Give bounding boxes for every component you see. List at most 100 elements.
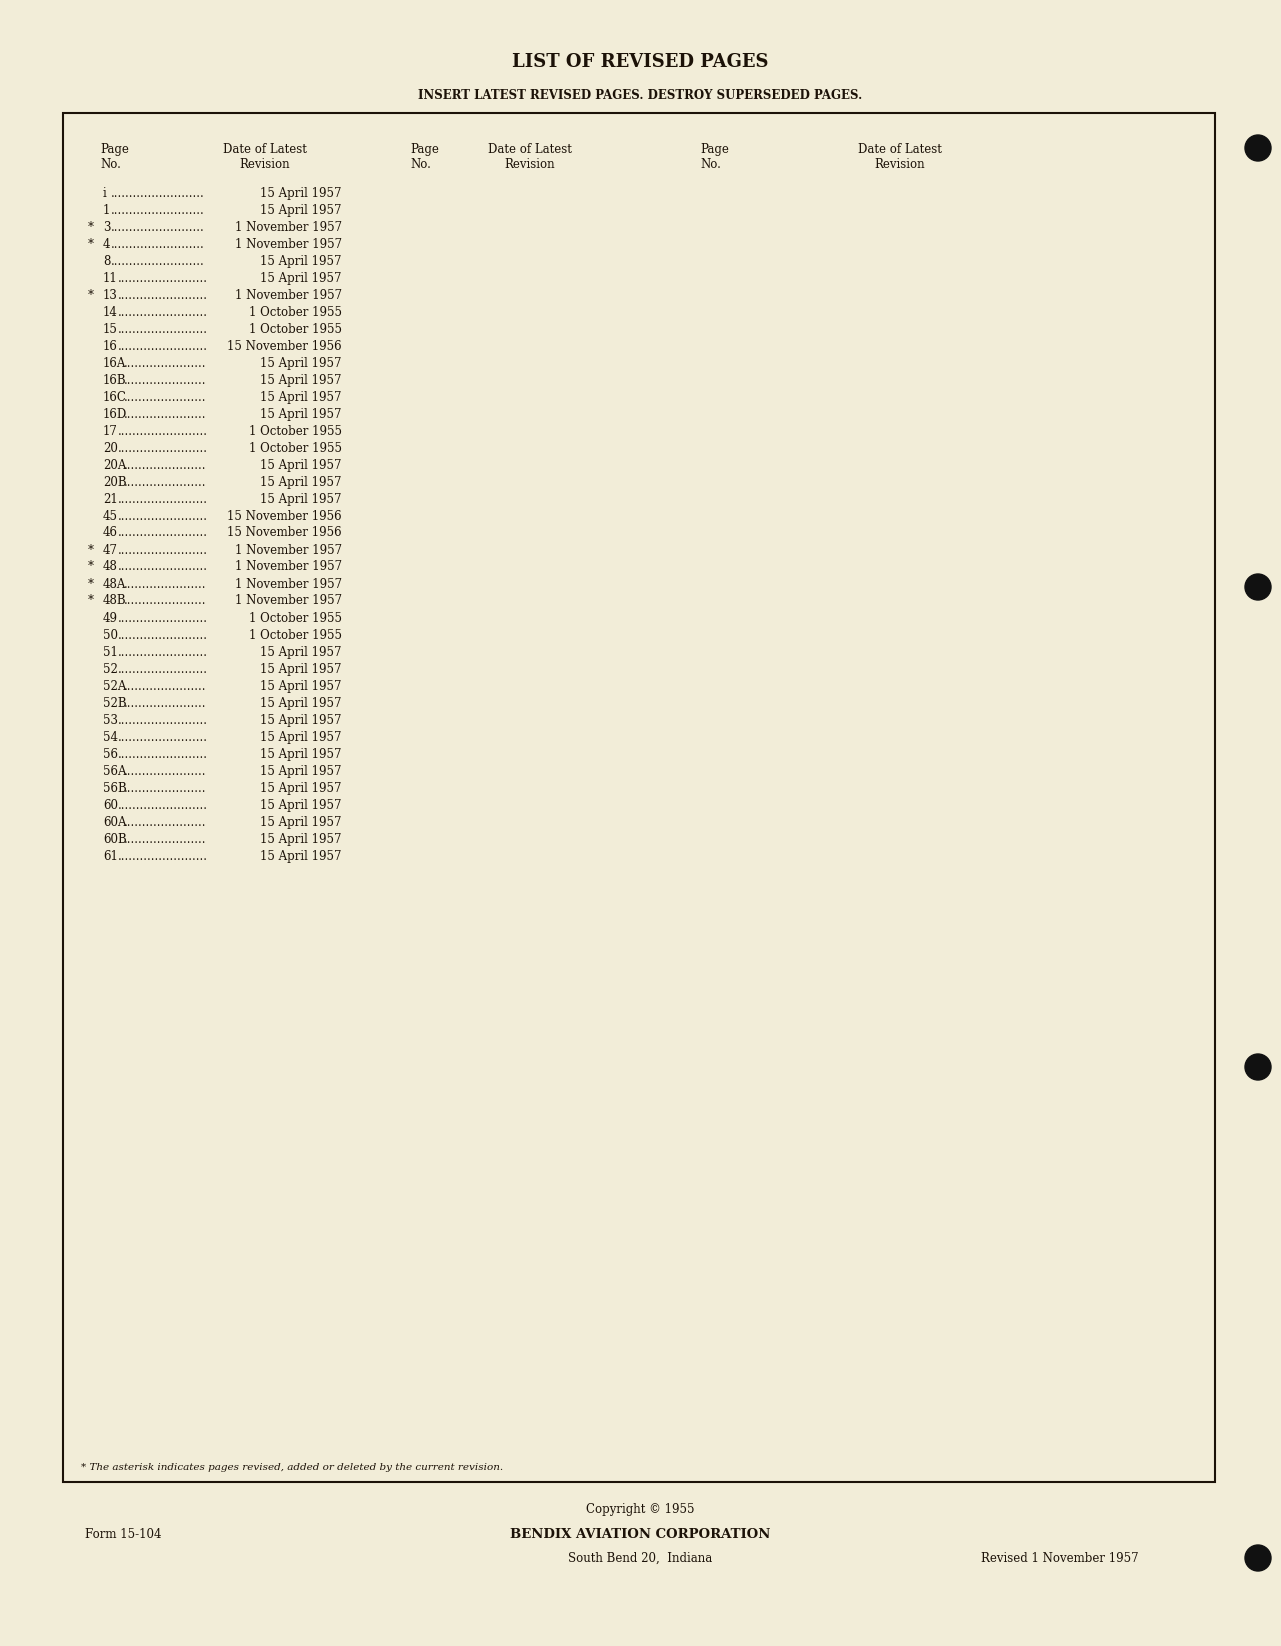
- Text: ......................: ......................: [123, 815, 206, 828]
- Text: 1 November 1957: 1 November 1957: [234, 561, 342, 573]
- Text: 1 November 1957: 1 November 1957: [234, 221, 342, 234]
- Text: *: *: [88, 594, 94, 607]
- Text: ........................: ........................: [118, 272, 208, 285]
- Text: ........................: ........................: [118, 662, 208, 675]
- Text: ........................: ........................: [118, 629, 208, 642]
- Text: ........................: ........................: [118, 645, 208, 658]
- Text: 15 April 1957: 15 April 1957: [260, 186, 342, 199]
- Text: Revision: Revision: [875, 158, 925, 171]
- Text: 15 April 1957: 15 April 1957: [260, 782, 342, 795]
- Text: 15 April 1957: 15 April 1957: [260, 764, 342, 777]
- Text: ........................: ........................: [118, 731, 208, 744]
- Text: .........................: .........................: [111, 204, 205, 217]
- Text: 15 April 1957: 15 April 1957: [260, 731, 342, 744]
- Text: ........................: ........................: [118, 849, 208, 863]
- Text: No.: No.: [410, 158, 430, 171]
- Text: 1 November 1957: 1 November 1957: [234, 578, 342, 591]
- Text: 17: 17: [102, 425, 118, 438]
- Text: ......................: ......................: [123, 680, 206, 693]
- Text: 52B: 52B: [102, 696, 127, 709]
- Text: 60A: 60A: [102, 815, 127, 828]
- Text: ........................: ........................: [118, 306, 208, 318]
- Text: 14: 14: [102, 306, 118, 318]
- Text: INSERT LATEST REVISED PAGES. DESTROY SUPERSEDED PAGES.: INSERT LATEST REVISED PAGES. DESTROY SUP…: [418, 89, 862, 102]
- Text: Date of Latest: Date of Latest: [223, 143, 307, 156]
- Text: 15 April 1957: 15 April 1957: [260, 662, 342, 675]
- Text: *: *: [88, 561, 94, 573]
- Text: No.: No.: [699, 158, 721, 171]
- Text: 15 April 1957: 15 April 1957: [260, 645, 342, 658]
- Text: ......................: ......................: [123, 833, 206, 846]
- Text: 15 April 1957: 15 April 1957: [260, 476, 342, 489]
- Text: 11: 11: [102, 272, 118, 285]
- Text: ........................: ........................: [118, 510, 208, 522]
- Text: 52A: 52A: [102, 680, 127, 693]
- Text: 1: 1: [102, 204, 110, 217]
- Text: 56A: 56A: [102, 764, 127, 777]
- Text: ......................: ......................: [123, 408, 206, 420]
- Text: 1 November 1957: 1 November 1957: [234, 237, 342, 250]
- Text: *: *: [88, 221, 94, 234]
- Text: 49: 49: [102, 612, 118, 624]
- Text: 15 April 1957: 15 April 1957: [260, 459, 342, 471]
- Text: 1 October 1955: 1 October 1955: [249, 323, 342, 336]
- Text: Revised 1 November 1957: Revised 1 November 1957: [981, 1552, 1139, 1564]
- Text: 15 April 1957: 15 April 1957: [260, 408, 342, 420]
- Text: ......................: ......................: [123, 696, 206, 709]
- Text: 56B: 56B: [102, 782, 127, 795]
- Text: 15 April 1957: 15 April 1957: [260, 357, 342, 369]
- Text: 15 April 1957: 15 April 1957: [260, 696, 342, 709]
- Bar: [63, 114, 1214, 1481]
- Text: 47: 47: [102, 543, 118, 556]
- Text: 48: 48: [102, 561, 118, 573]
- Text: 1 October 1955: 1 October 1955: [249, 612, 342, 624]
- Text: ........................: ........................: [118, 441, 208, 454]
- Text: ........................: ........................: [118, 492, 208, 505]
- Text: ........................: ........................: [118, 561, 208, 573]
- Text: 16D: 16D: [102, 408, 127, 420]
- Text: 15 April 1957: 15 April 1957: [260, 798, 342, 811]
- Text: ......................: ......................: [123, 357, 206, 369]
- Text: 46: 46: [102, 527, 118, 540]
- Text: 50: 50: [102, 629, 118, 642]
- Text: Form 15-104: Form 15-104: [85, 1529, 161, 1542]
- Text: ......................: ......................: [123, 782, 206, 795]
- Text: 13: 13: [102, 288, 118, 301]
- Text: ........................: ........................: [118, 747, 208, 760]
- Circle shape: [1245, 135, 1271, 161]
- Text: 15 April 1957: 15 April 1957: [260, 272, 342, 285]
- Text: No.: No.: [100, 158, 120, 171]
- Text: 1 October 1955: 1 October 1955: [249, 425, 342, 438]
- Text: 15 April 1957: 15 April 1957: [260, 374, 342, 387]
- Text: Copyright © 1955: Copyright © 1955: [585, 1503, 694, 1516]
- Text: Revision: Revision: [240, 158, 291, 171]
- Text: ......................: ......................: [123, 594, 206, 607]
- Text: *: *: [88, 288, 94, 301]
- Text: 20: 20: [102, 441, 118, 454]
- Text: ........................: ........................: [118, 527, 208, 540]
- Text: 3: 3: [102, 221, 110, 234]
- Text: Revision: Revision: [505, 158, 555, 171]
- Text: *: *: [88, 578, 94, 591]
- Text: South Bend 20,  Indiana: South Bend 20, Indiana: [567, 1552, 712, 1564]
- Text: 15 April 1957: 15 April 1957: [260, 204, 342, 217]
- Text: 15 April 1957: 15 April 1957: [260, 849, 342, 863]
- Text: ........................: ........................: [118, 323, 208, 336]
- Text: 21: 21: [102, 492, 118, 505]
- Text: ........................: ........................: [118, 543, 208, 556]
- Text: 15 April 1957: 15 April 1957: [260, 833, 342, 846]
- Text: Date of Latest: Date of Latest: [858, 143, 942, 156]
- Text: ......................: ......................: [123, 390, 206, 403]
- Text: 56: 56: [102, 747, 118, 760]
- Text: ........................: ........................: [118, 798, 208, 811]
- Text: 60: 60: [102, 798, 118, 811]
- Text: ......................: ......................: [123, 476, 206, 489]
- Text: 15 April 1957: 15 April 1957: [260, 255, 342, 268]
- Text: .........................: .........................: [111, 186, 205, 199]
- Text: 8: 8: [102, 255, 110, 268]
- Circle shape: [1245, 1053, 1271, 1080]
- Text: ........................: ........................: [118, 339, 208, 352]
- Text: 20A: 20A: [102, 459, 127, 471]
- Text: *: *: [88, 543, 94, 556]
- Text: 45: 45: [102, 510, 118, 522]
